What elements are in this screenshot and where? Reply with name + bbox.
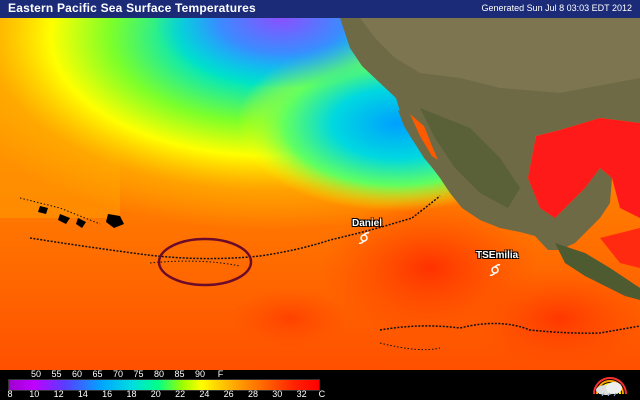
color-scale-bar <box>8 379 320 391</box>
central-america-land <box>555 243 640 300</box>
celsius-tick: 12 <box>53 389 64 399</box>
fahrenheit-tick: 80 <box>153 369 165 379</box>
fahrenheit-unit: F <box>217 369 224 379</box>
storm-track-daniel <box>29 195 441 260</box>
celsius-tick: 28 <box>247 389 259 399</box>
ocean-hot-patch <box>230 288 350 348</box>
celsius-scale: 8 10 12 14 16 18 20 22 24 26 28 30 32 C <box>0 389 400 400</box>
storm-track-fragment <box>379 342 441 351</box>
celsius-tick: 20 <box>150 389 161 399</box>
celsius-tick: 32 <box>296 389 307 399</box>
hawaiian-island <box>106 214 124 228</box>
celsius-tick: 26 <box>223 389 234 399</box>
caribbean-sea <box>600 228 640 268</box>
hawaiian-island <box>38 206 48 214</box>
baja-california <box>398 110 440 172</box>
celsius-tick: 22 <box>175 389 186 399</box>
hawaiian-island <box>76 218 86 228</box>
storm-label-daniel: Daniel <box>352 218 383 229</box>
fahrenheit-tick: 70 <box>112 369 124 379</box>
celsius-tick: 10 <box>29 389 40 399</box>
fahrenheit-scale: 50 55 60 65 70 75 80 85 90 F <box>0 369 400 380</box>
celsius-tick: 24 <box>199 389 210 399</box>
celsius-tick: 14 <box>77 389 88 399</box>
celsius-tick: 16 <box>102 389 113 399</box>
gulf-of-california <box>410 114 438 160</box>
highlight-circle <box>157 237 253 287</box>
weather-logo-icon <box>593 377 627 397</box>
fahrenheit-tick: 50 <box>30 369 42 379</box>
celsius-tick: 30 <box>272 389 283 399</box>
generated-timestamp: Generated Sun Jul 8 03:03 EDT 2012 <box>481 3 632 13</box>
fahrenheit-tick: 60 <box>71 369 83 379</box>
hawaiian-island <box>58 214 70 224</box>
hurricane-symbol-icon <box>358 232 370 244</box>
map-title: Eastern Pacific Sea Surface Temperatures <box>8 1 256 15</box>
sst-map: Daniel TSEmilia <box>0 18 640 370</box>
celsius-tick: 8 <box>7 389 13 399</box>
land-vegetation <box>420 108 520 208</box>
fahrenheit-tick: 85 <box>174 369 185 379</box>
celsius-unit: C <box>318 389 326 399</box>
sst-map-graphic <box>0 18 640 370</box>
storm-label-emilia: TSEmilia <box>476 250 519 261</box>
fahrenheit-tick: 55 <box>51 369 62 379</box>
fahrenheit-tick: 75 <box>133 369 144 379</box>
fahrenheit-tick: 90 <box>194 369 206 379</box>
celsius-tick: 18 <box>126 389 137 399</box>
ocean-hot-region-south <box>470 268 640 368</box>
title-bar: Eastern Pacific Sea Surface Temperatures… <box>0 0 640 18</box>
fahrenheit-tick: 65 <box>92 369 103 379</box>
gulf-of-mexico <box>528 118 640 218</box>
land-highlands <box>360 18 640 93</box>
color-scale: 50 55 60 65 70 75 80 85 90 F 8 10 12 14 16 18 20 22 24 26 2… <box>0 369 640 400</box>
hurricane-symbol-icon <box>489 264 501 276</box>
